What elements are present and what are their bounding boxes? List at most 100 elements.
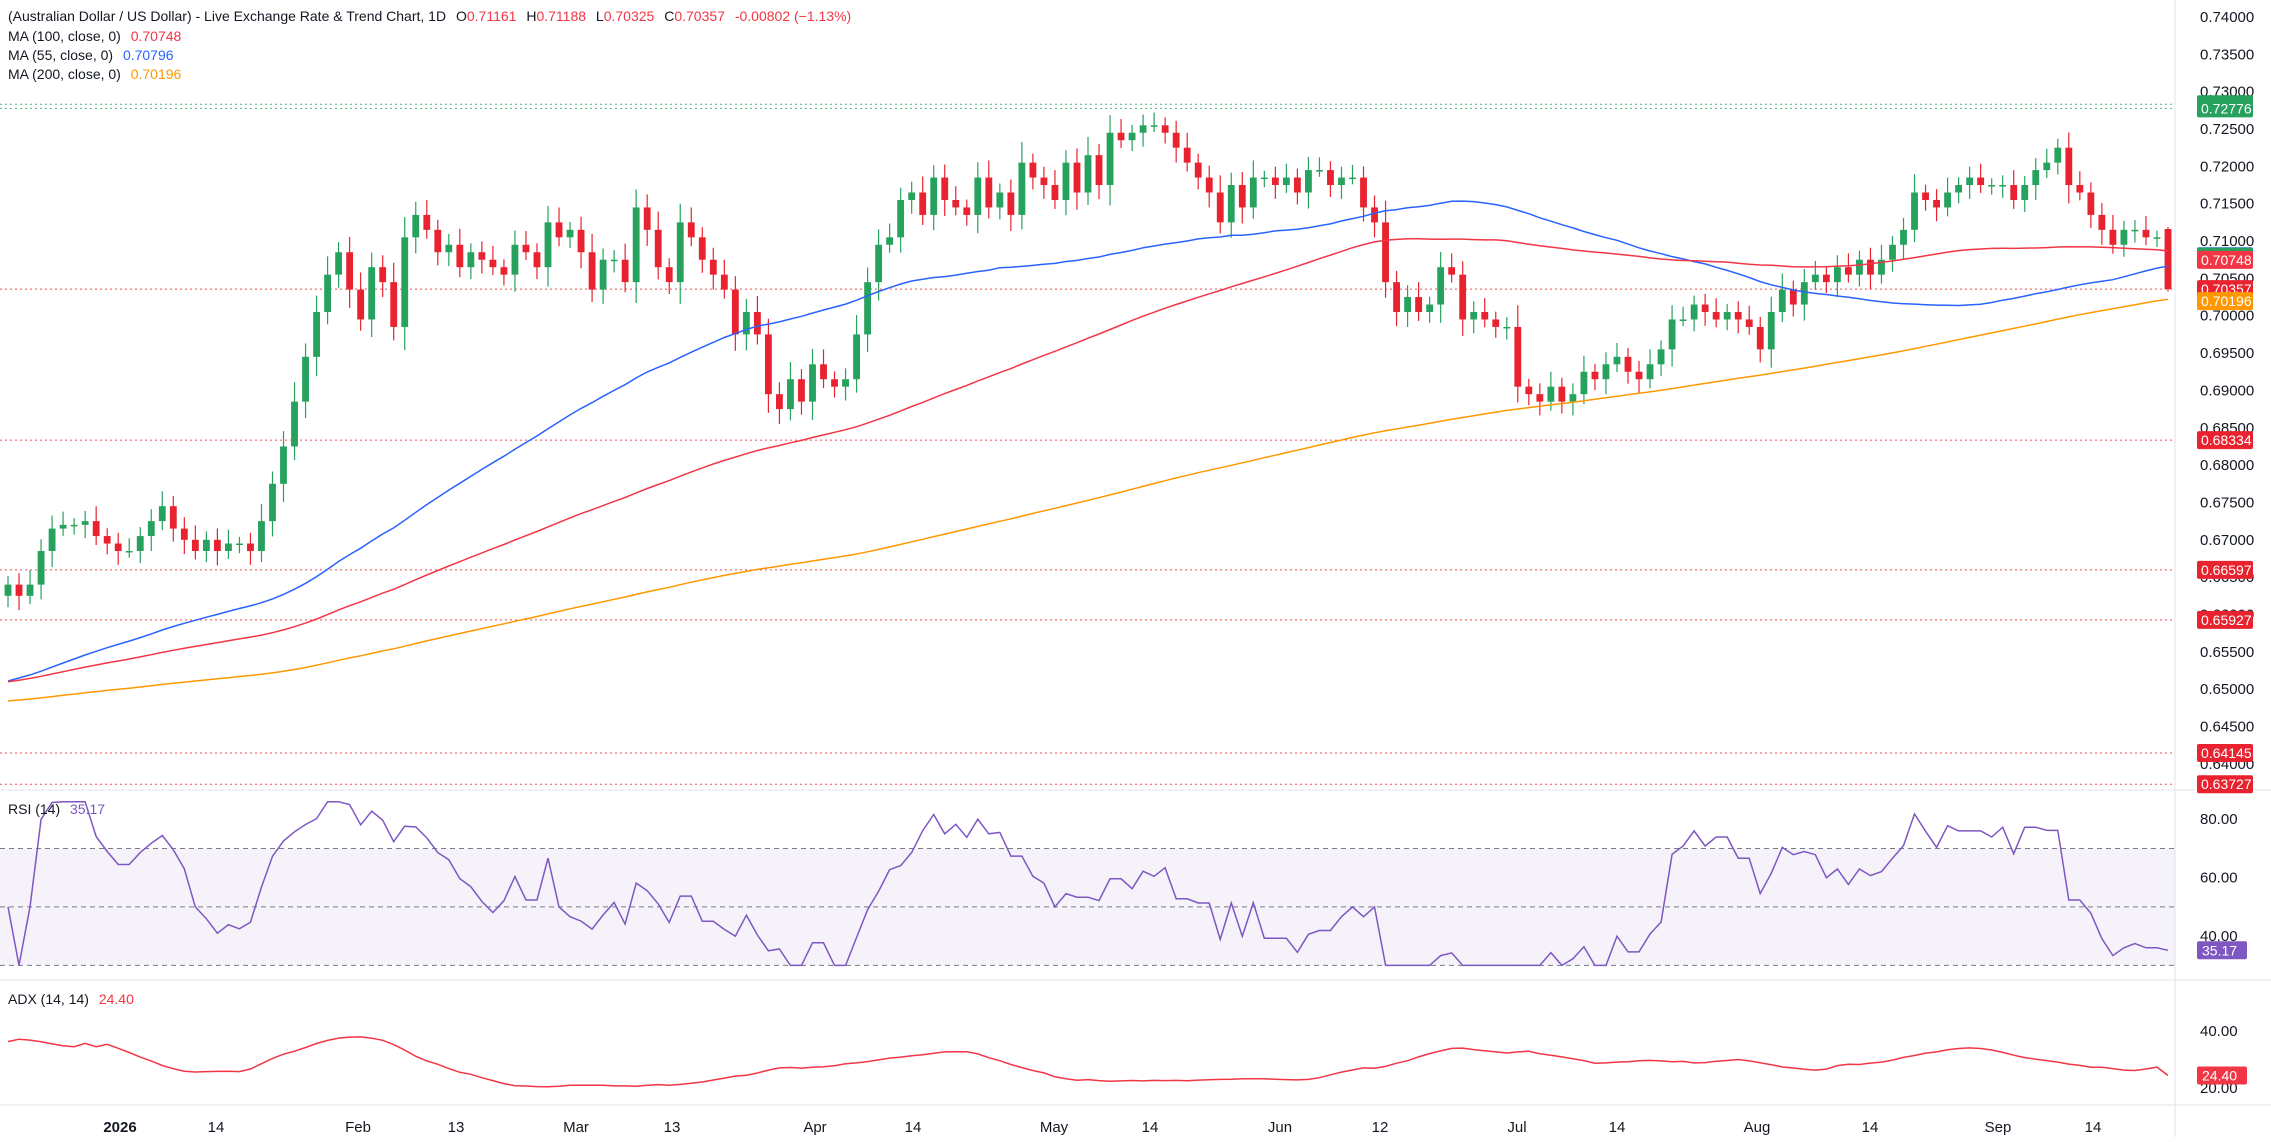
candle-body [1360,177,1367,208]
candle-body [26,584,34,596]
candle-body [1789,289,1797,305]
price-tick-label: 0.71000 [2200,233,2254,250]
ma200-line [7,298,2169,702]
candle-body [1128,132,1136,141]
candle-body [1404,297,1412,313]
adx-line [7,1036,2169,1088]
price-tick-label: 0.73500 [2200,46,2254,63]
candle-body [125,551,133,553]
candle-body [1371,207,1378,223]
candle-body [665,267,673,283]
candle-body [202,539,210,552]
candle-body [423,214,431,230]
candle-body [952,199,960,208]
candle-body [654,229,662,268]
candle-body [1723,312,1731,320]
price-label-text: 0.68334 [2201,432,2252,448]
candle-body [368,267,376,320]
price-label-box [2197,744,2253,763]
candle-body [919,192,927,215]
candle-body [1349,177,1356,180]
candle-body [1293,177,1301,193]
candle-body [2054,147,2062,163]
candle-body [103,536,111,544]
candle-body [1624,356,1632,372]
candle-body [114,543,122,552]
candle-body [1955,185,1963,193]
price-tick-label: 0.71500 [2200,196,2254,213]
candle-body [1514,326,1522,387]
ma100-legend[interactable]: MA (100, close, 0) 0.70748 [8,28,182,44]
price-label-text: 0.66597 [2201,562,2252,578]
ohlc-high: H0.71188 [526,8,587,24]
adx-legend[interactable]: ADX (14, 14) 24.40 [8,991,134,1007]
price-tick-label: 0.72000 [2200,158,2254,175]
candle-body [1867,259,1874,275]
x-tick-label: Jun [1268,1119,1292,1136]
candle-body [1745,319,1753,327]
price-tick-label: 0.74000 [2200,9,2254,26]
candle-body [963,207,971,215]
candle-body [798,379,805,402]
candle-body [1911,192,1918,230]
candle-body [302,356,309,402]
x-tick-label: Sep [1985,1119,2012,1136]
candle-body [1249,177,1257,208]
candle-body [1172,132,1180,148]
x-tick-label: 14 [208,1119,225,1136]
price-tick-label: 0.69000 [2200,382,2254,399]
candle-body [213,539,221,552]
price-label-box [2197,560,2253,579]
ma200-legend[interactable]: MA (200, close, 0) 0.70196 [8,66,182,82]
price-tick-label: 0.65000 [2200,681,2254,698]
ohlc-low: L0.70325 [595,8,655,24]
candle-body [753,312,761,335]
candle-body [886,237,894,245]
candle-body [720,274,728,290]
candle-body [1216,192,1224,223]
candle-body [1051,185,1059,200]
ma55-legend[interactable]: MA (55, close, 0) 0.70796 [8,47,174,63]
x-tick-label: 14 [905,1119,922,1136]
candle-body [1161,125,1169,133]
x-tick-label: 14 [2085,1119,2102,1136]
candle-body [1426,304,1434,313]
x-tick-label: 2026 [103,1119,136,1136]
candle-body [1327,170,1334,186]
x-tick-label: 14 [1609,1119,1626,1136]
candle-body [169,506,177,529]
ma100-line [7,238,2169,683]
candle-body [269,483,276,522]
candle-body [2109,229,2117,245]
rsi-tick-label: 40.00 [2200,928,2238,945]
candle-body [1194,162,1202,178]
x-tick-label: 14 [1862,1119,1879,1136]
candle-body [1393,282,1400,313]
rsi-legend[interactable]: RSI (14) 35.17 [8,801,106,817]
x-tick-label: 13 [664,1119,681,1136]
candle-body [1437,267,1445,305]
price-label-box [2197,292,2253,311]
price-label-text: 0.70748 [2201,252,2252,268]
x-tick-label: 14 [1142,1119,1159,1136]
candle-body [247,543,254,552]
candle-body [1944,192,1952,208]
candle-body [1227,185,1235,223]
candle-body [1062,162,1070,200]
candle-body [1922,192,1929,200]
candle-body [831,379,838,387]
candle-body [1547,386,1555,402]
candle-body [1734,312,1742,320]
ma100-value: 0.70748 [130,28,182,44]
candle-body [1701,304,1709,313]
candle-body [1525,386,1533,395]
candle-body [1856,259,1863,275]
candle-body [930,177,938,215]
candle-body [764,334,772,395]
ma55-line [7,200,2169,682]
candle-body [1778,289,1786,313]
price-label-box [2197,610,2253,629]
candle-body [1591,371,1599,380]
adx-current-label: 24.40 [2202,1067,2237,1083]
